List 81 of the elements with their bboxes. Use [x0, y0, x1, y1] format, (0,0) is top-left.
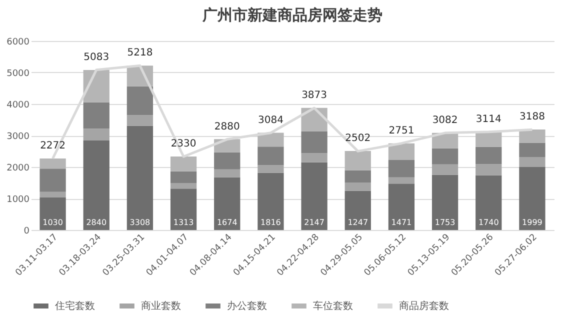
bar	[170, 171, 197, 183]
bar	[476, 146, 502, 164]
data-label: 3188	[519, 112, 545, 123]
bar	[432, 174, 458, 230]
bar	[519, 142, 546, 157]
bar	[170, 182, 197, 189]
bar	[214, 152, 240, 170]
bar	[258, 132, 284, 147]
legend-label: 车位套数	[313, 300, 353, 312]
bar	[83, 70, 110, 102]
data-label: 1313	[173, 218, 194, 227]
bar	[126, 126, 154, 230]
data-label: 3084	[258, 114, 284, 126]
data-label: 1753	[434, 218, 456, 227]
data-label: 1030	[42, 218, 63, 227]
y-tick-label: 3000	[6, 132, 30, 142]
bar	[476, 132, 502, 147]
y-tick-label: 6000	[6, 38, 30, 48]
bar	[344, 190, 371, 230]
bar	[476, 164, 502, 176]
legend-label: 商品房套数	[399, 300, 449, 312]
y-tick-label: 4000	[6, 100, 30, 110]
data-label: 1999	[522, 218, 542, 227]
data-label: 3082	[432, 114, 458, 126]
y-tick-label: 1000	[6, 195, 30, 205]
bar	[344, 151, 371, 170]
data-label: 2840	[86, 218, 107, 227]
data-label: 2502	[345, 133, 371, 144]
bar	[476, 175, 502, 230]
data-label: 2330	[170, 138, 196, 150]
data-label: 5083	[84, 52, 110, 63]
data-label: 1674	[216, 218, 238, 227]
bar	[301, 162, 328, 230]
bar	[301, 132, 328, 154]
data-label: 3308	[130, 218, 150, 227]
bar	[83, 102, 110, 129]
y-tick-label: 5000	[6, 69, 30, 79]
data-label: 1247	[348, 218, 368, 227]
bar	[170, 156, 197, 172]
bar	[258, 146, 284, 166]
data-label: 3873	[302, 90, 328, 101]
data-label: 1740	[478, 218, 499, 227]
bar	[214, 169, 240, 178]
data-label: 1471	[391, 218, 412, 227]
bar	[126, 115, 154, 126]
bar	[258, 165, 284, 173]
y-tick-label: 0	[24, 226, 30, 236]
chart-title: 广州市新建商品房网签走势	[202, 6, 382, 24]
bar	[388, 160, 415, 178]
bar	[170, 188, 197, 230]
bar	[519, 156, 546, 168]
bar	[83, 128, 110, 141]
data-label: 2880	[214, 121, 240, 132]
legend-label: 办公套数	[227, 300, 267, 312]
bar	[432, 148, 458, 164]
legend-label: 住宅套数	[55, 300, 95, 312]
bar	[519, 167, 546, 230]
y-tick-label: 2000	[6, 164, 30, 174]
bar	[301, 153, 328, 162]
bar	[126, 86, 154, 116]
bar	[40, 158, 66, 169]
bar	[344, 182, 371, 191]
bar	[40, 198, 66, 230]
data-label: 3114	[476, 114, 502, 125]
data-label: 2272	[40, 140, 66, 152]
bar	[432, 164, 458, 175]
bar	[388, 177, 415, 184]
bar	[214, 177, 240, 230]
bar	[40, 168, 66, 192]
bar	[344, 170, 371, 183]
bar	[83, 140, 110, 230]
bar	[388, 184, 415, 230]
bar	[258, 172, 284, 230]
bar	[519, 130, 546, 143]
data-label: 2147	[304, 218, 324, 227]
data-label: 2751	[388, 125, 414, 136]
data-label: 5218	[127, 48, 153, 59]
data-label: 1816	[260, 218, 281, 227]
bar	[388, 143, 415, 160]
bar	[40, 192, 66, 198]
legend-label: 商业套数	[141, 300, 181, 312]
